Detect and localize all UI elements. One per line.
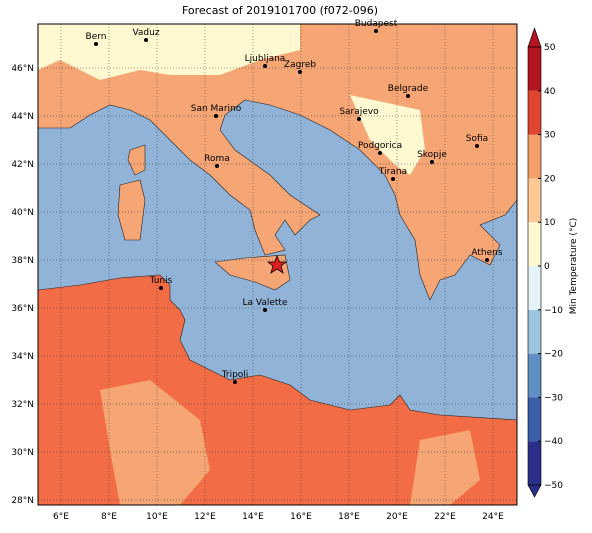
city-label: San Marino: [191, 104, 242, 114]
x-tick-label: 10°E: [146, 512, 168, 522]
city-dot: [144, 38, 148, 42]
city-dot: [357, 117, 361, 121]
city-label: Zagreb: [284, 60, 316, 70]
city-dot: [391, 177, 395, 181]
cold-alps: [38, 24, 300, 80]
colorbar-label: Min Temperature (°C): [569, 218, 579, 315]
city-dot: [159, 286, 163, 290]
y-tick-label: 34°N: [11, 352, 34, 362]
x-tick-label: 12°E: [194, 512, 216, 522]
city-dot: [485, 258, 489, 262]
map-frame: [37, 23, 518, 506]
x-tick-label: 6°E: [53, 512, 69, 522]
city-dot: [475, 144, 479, 148]
colorbar-bin: [528, 266, 541, 310]
x-tick-label: 18°E: [338, 512, 360, 522]
colorbar-bin: [528, 90, 541, 135]
city-dot: [233, 380, 237, 384]
city-label: Podgorica: [358, 141, 402, 151]
colorbar: −50 −40 −30 −20 −10 0 10 20 30 40 50: [527, 27, 563, 498]
colorbar-tick-label: −40: [544, 437, 563, 447]
y-tick-label: 40°N: [11, 208, 34, 218]
x-tick-label: 8°E: [101, 512, 117, 522]
city-label: Tunis: [149, 276, 173, 286]
colorbar-tick-label: 30: [544, 131, 556, 141]
city-dot: [406, 94, 410, 98]
city-dot: [214, 114, 218, 118]
x-tick-label: 14°E: [242, 512, 264, 522]
colorbar-bin: [528, 441, 541, 485]
y-tick-label: 36°N: [11, 304, 34, 314]
star: [266, 254, 288, 274]
grid: [38, 24, 517, 505]
city-label: Sarajevo: [339, 107, 379, 117]
city-label: La Valette: [243, 298, 288, 308]
cold-balkans: [350, 95, 425, 175]
y-tick-label: 46°N: [11, 64, 34, 74]
map: Bern VaduzBudapestLjubljanaZagrebBelgrade…: [37, 19, 518, 506]
city-label: Tirana: [378, 167, 407, 177]
colorbar-tick-label: 50: [544, 43, 556, 53]
y-tick-label: 28°N: [11, 496, 34, 506]
colorbar-bin: [528, 47, 541, 91]
colorbar-tick-label: 0: [544, 262, 550, 272]
x-tick-label: 20°E: [386, 512, 408, 522]
colorbar-bin: [528, 178, 541, 223]
city-label: Sofia: [466, 134, 488, 144]
warm-patch: [410, 430, 480, 505]
city-label: Bern: [86, 32, 107, 42]
city-label: Belgrade: [388, 84, 429, 94]
x-tick-label: 22°E: [434, 512, 456, 522]
colorbar-bin: [528, 397, 541, 442]
warm-patch: [100, 380, 210, 505]
cities: Bern VaduzBudapestLjubljanaZagrebBelgrade…: [86, 19, 503, 384]
y-tick-label: 30°N: [11, 448, 34, 458]
colorbar-tick-label: −20: [544, 350, 563, 360]
city-label: Ljubljana: [245, 54, 286, 64]
corsica: [127, 144, 146, 176]
city-dot: [94, 42, 98, 46]
city-dot: [263, 64, 267, 68]
x-tick-label: 24°E: [482, 512, 504, 522]
colorbar-tick-label: 10: [544, 218, 556, 228]
y-tick-label: 38°N: [11, 256, 34, 266]
city-label: Roma: [204, 154, 230, 164]
x-tick-label: 16°E: [290, 512, 312, 522]
city-dot: [263, 308, 267, 312]
colorbar-bin: [528, 222, 541, 266]
colorbar-bin: [528, 309, 541, 354]
y-tick-label: 42°N: [11, 160, 34, 170]
city-dot: [374, 29, 378, 33]
city-dot: [378, 151, 382, 155]
colorbar-bin: [528, 353, 541, 398]
city-label: Tripoli: [221, 370, 249, 380]
colorbar-extend: [527, 27, 542, 48]
title: Forecast of 2019101700 (f072-096): [182, 4, 378, 17]
city-label: Vaduz: [132, 28, 159, 38]
y-tick-label: 44°N: [11, 112, 34, 122]
colorbar-tick-label: −50: [544, 481, 563, 491]
colorbar-tick-label: 20: [544, 174, 556, 184]
city-label: Athens: [471, 248, 502, 258]
city-dot: [298, 70, 302, 74]
colorbar-bin: [528, 134, 541, 179]
city-dot: [430, 160, 434, 164]
colorbar-tick-label: −10: [544, 306, 563, 316]
city-dot: [215, 164, 219, 168]
sardinia: [117, 179, 146, 241]
colorbar-tick-label: 40: [544, 87, 556, 97]
colorbar-tick-label: −30: [544, 393, 563, 403]
colorbar-extend: [527, 484, 542, 498]
y-tick-label: 32°N: [11, 400, 34, 410]
city-label: Skopje: [417, 150, 447, 160]
